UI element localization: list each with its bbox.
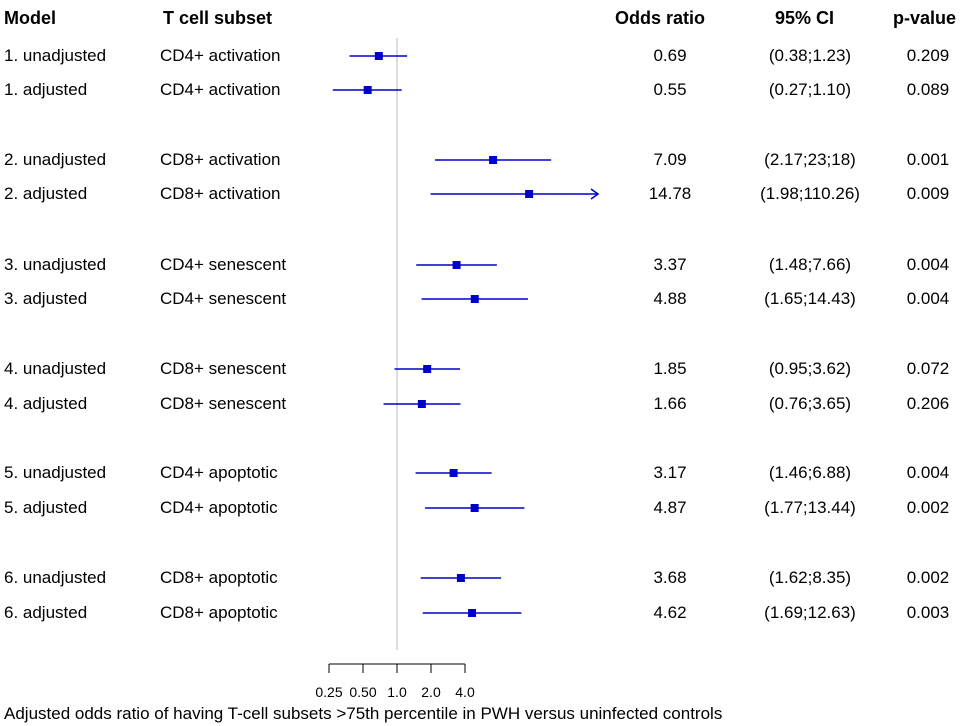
row-ci: (1.77;13.44) (764, 498, 856, 517)
row-subset: CD4+ activation (160, 80, 281, 99)
row-p-value: 0.089 (906, 80, 950, 99)
row-ci: (1.69;12.63) (764, 603, 856, 622)
row-ci: (1.46;6.88) (768, 463, 852, 482)
row-odds-ratio: 4.62 (653, 603, 687, 622)
point-estimate (417, 400, 426, 408)
row-subset: CD4+ apoptotic (160, 463, 278, 482)
row-subset: CD8+ activation (160, 184, 281, 203)
row-model: 3. adjusted (4, 289, 88, 308)
row-model: 1. adjusted (4, 80, 88, 99)
row-p-value: 0.206 (906, 394, 950, 413)
point-estimate (470, 504, 479, 512)
row-model: 4. adjusted (4, 394, 88, 413)
header-odds-ratio: Odds ratio (615, 8, 706, 28)
row-model: 2. unadjusted (4, 150, 107, 169)
row-subset: CD8+ senescent (160, 394, 287, 413)
row-subset: CD8+ senescent (160, 359, 287, 378)
row-ci: (0.27;1.10) (768, 80, 852, 99)
row-model: 2. adjusted (4, 184, 88, 203)
row-model: 6. unadjusted (4, 568, 107, 587)
row-p-value: 0.209 (906, 46, 950, 65)
row-p-value: 0.002 (906, 568, 950, 587)
point-estimate (449, 469, 458, 477)
row-p-value: 0.072 (906, 359, 950, 378)
row-subset: CD4+ senescent (160, 289, 287, 308)
point-estimate (468, 609, 477, 617)
header-ci: 95% CI (775, 8, 835, 28)
row-model: 4. unadjusted (4, 359, 107, 378)
row-odds-ratio: 0.69 (653, 46, 687, 65)
row-model: 6. adjusted (4, 603, 88, 622)
row-p-value: 0.004 (906, 289, 950, 308)
row-ci: (0.95;3.62) (768, 359, 852, 378)
row-p-value: 0.003 (906, 603, 950, 622)
x-tick-label: 0.50 (349, 684, 377, 700)
row-ci: (2.17;23;18) (764, 150, 856, 169)
row-subset: CD4+ activation (160, 46, 281, 65)
row-odds-ratio: 0.55 (653, 80, 687, 99)
row-subset: CD8+ activation (160, 150, 281, 169)
row-model: 5. adjusted (4, 498, 88, 517)
point-estimate (456, 574, 465, 582)
row-odds-ratio: 3.68 (653, 568, 687, 587)
x-tick-label: 4.0 (455, 684, 475, 700)
row-odds-ratio: 7.09 (653, 150, 687, 169)
row-odds-ratio: 3.17 (653, 463, 687, 482)
ci-arrow (590, 188, 600, 200)
point-estimate (470, 295, 479, 303)
row-p-value: 0.009 (906, 184, 950, 203)
row-model: 3. unadjusted (4, 255, 107, 274)
row-ci: (0.76;3.65) (768, 394, 852, 413)
row-odds-ratio: 4.88 (653, 289, 687, 308)
row-subset: CD4+ apoptotic (160, 498, 278, 517)
row-subset: CD8+ apoptotic (160, 603, 278, 622)
point-estimate (423, 365, 432, 373)
x-tick-label: 1.0 (387, 684, 407, 700)
row-odds-ratio: 1.85 (653, 359, 687, 378)
row-p-value: 0.001 (906, 150, 950, 169)
row-ci: (1.62;8.35) (768, 568, 852, 587)
row-odds-ratio: 4.87 (653, 498, 687, 517)
row-subset: CD8+ apoptotic (160, 568, 278, 587)
point-estimate (374, 52, 383, 60)
point-estimate (363, 86, 372, 94)
row-odds-ratio: 14.78 (648, 184, 692, 203)
row-p-value: 0.004 (906, 463, 950, 482)
header-subset: T cell subset (163, 8, 273, 28)
row-model: 1. unadjusted (4, 46, 107, 65)
row-ci: (1.65;14.43) (764, 289, 856, 308)
row-model: 5. unadjusted (4, 463, 107, 482)
point-estimate (452, 261, 461, 269)
x-tick-label: 2.0 (421, 684, 441, 700)
point-estimate (525, 190, 534, 198)
row-ci: (0.38;1.23) (768, 46, 852, 65)
row-p-value: 0.004 (906, 255, 950, 274)
row-ci: (1.48;7.66) (768, 255, 852, 274)
row-odds-ratio: 3.37 (653, 255, 687, 274)
row-subset: CD4+ senescent (160, 255, 287, 274)
point-estimate (489, 156, 498, 164)
header-model: Model (4, 8, 56, 28)
row-ci: (1.98;110.26) (760, 184, 860, 203)
row-p-value: 0.002 (906, 498, 950, 517)
row-odds-ratio: 1.66 (653, 394, 687, 413)
x-axis-label: Adjusted odds ratio of having T-cell sub… (4, 704, 723, 723)
x-tick-label: 0.25 (315, 684, 343, 700)
header-p-value: p-value (893, 8, 957, 28)
